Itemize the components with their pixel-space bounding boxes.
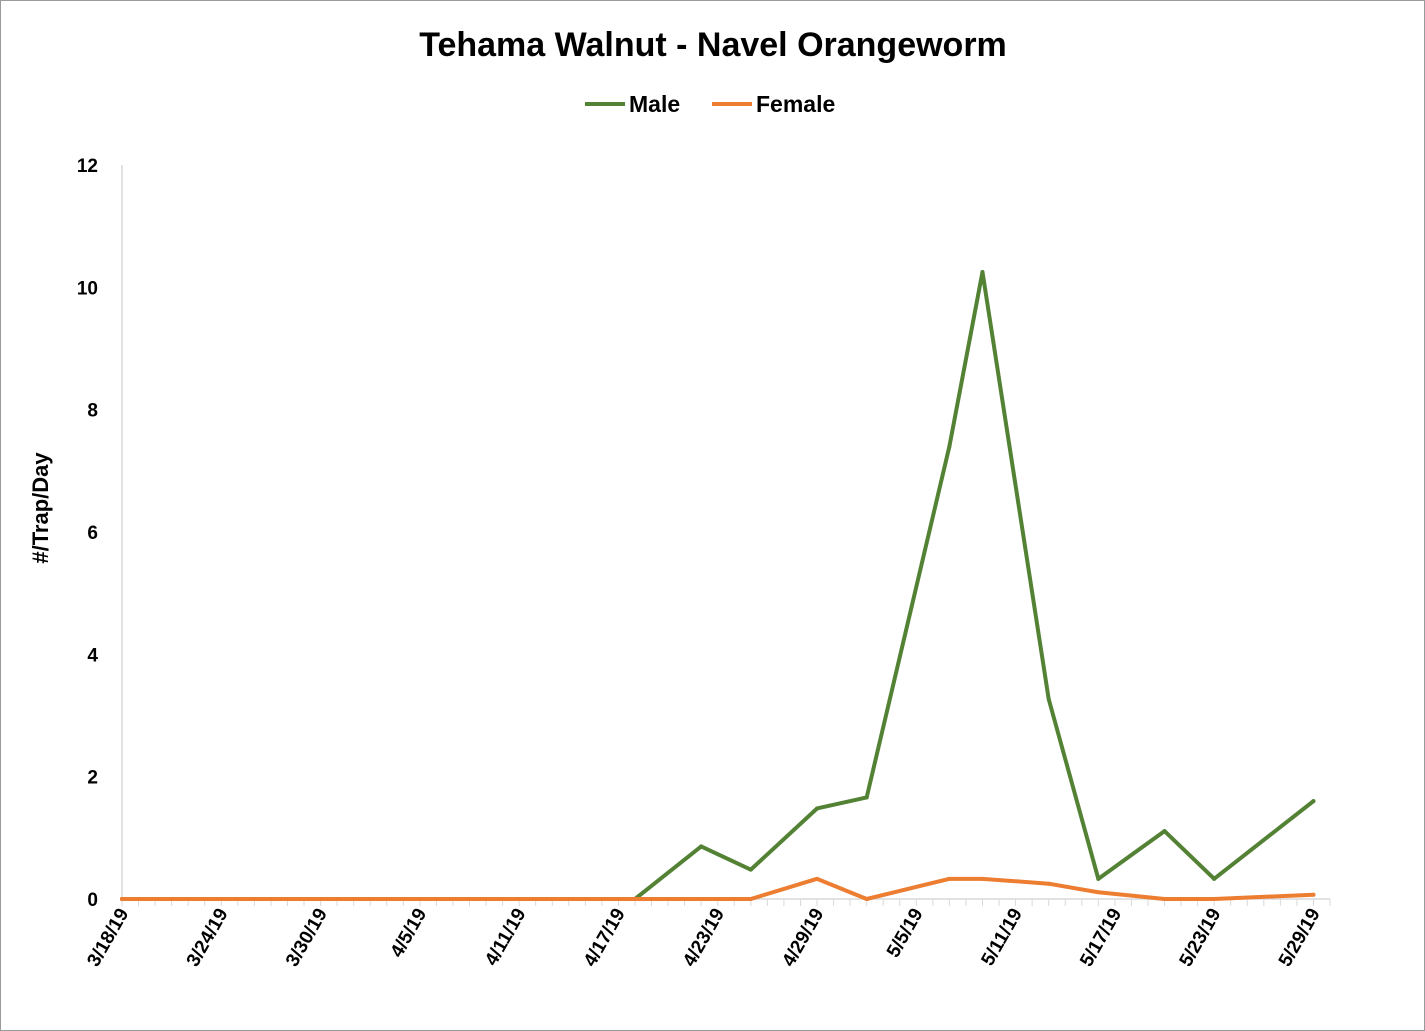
data-point-male [815, 806, 820, 811]
x-tick-label: 5/17/19 [1076, 905, 1126, 970]
data-point-male [947, 444, 952, 449]
data-point-female [947, 876, 952, 881]
legend: Male Female [585, 91, 835, 117]
data-point-male [864, 795, 869, 800]
data-point-male [980, 270, 985, 275]
x-tick-label: 5/23/19 [1176, 905, 1226, 970]
x-tick-label: 5/11/19 [978, 905, 1027, 969]
data-point-female [1311, 892, 1316, 897]
y-tick-label: 2 [87, 768, 98, 789]
data-point-male [1212, 876, 1217, 881]
y-tick-label: 4 [87, 645, 98, 666]
series-line-female [120, 876, 1316, 901]
x-tick-label: 5/29/19 [1275, 905, 1325, 970]
x-tick-label: 4/11/19 [481, 905, 530, 969]
data-point-female [748, 897, 753, 901]
data-point-female [980, 876, 985, 881]
x-tick-label: 3/18/19 [83, 905, 133, 970]
y-tick-label: 0 [87, 890, 98, 911]
x-tick-label: 4/5/19 [387, 905, 432, 961]
x-tick-label: 4/29/19 [778, 905, 828, 970]
data-point-female [120, 897, 124, 901]
y-tick-label: 8 [87, 401, 98, 422]
data-point-female [1046, 881, 1051, 886]
data-point-female [815, 876, 820, 881]
x-axis: 3/18/19 3/24/19 3/30/19 4/5/19 4/11/19 4/17/1… [83, 898, 1331, 970]
legend-label-male: Male [629, 91, 680, 117]
x-tick-label: 4/23/19 [679, 905, 729, 970]
data-point-male [1046, 696, 1051, 701]
chart-title: Tehama Walnut - Navel Orangeworm [419, 26, 1007, 64]
x-tick-label: 3/24/19 [183, 905, 233, 970]
legend-label-female: Female [756, 91, 835, 117]
y-axis: 0 2 4 6 8 10 12 [77, 156, 123, 911]
data-point-male [748, 867, 753, 872]
y-axis-title: #/Trap/Day [28, 452, 53, 564]
y-tick-label: 10 [77, 278, 98, 299]
x-tick-label: 3/30/19 [282, 905, 332, 970]
data-point-male [1311, 799, 1316, 804]
data-point-male [1096, 876, 1101, 881]
data-point-female [1162, 897, 1167, 901]
y-tick-label: 6 [87, 523, 98, 544]
data-point-female [864, 897, 869, 901]
plot-lines [120, 270, 1316, 901]
data-point-male [1162, 829, 1167, 834]
x-tick-label: 4/17/19 [580, 905, 630, 970]
series-line-male [120, 270, 1316, 901]
data-point-male [699, 844, 704, 849]
data-point-female [1212, 897, 1217, 901]
x-tick-label: 5/5/19 [883, 905, 928, 961]
data-point-female [1096, 890, 1101, 895]
y-tick-label: 12 [77, 156, 98, 177]
